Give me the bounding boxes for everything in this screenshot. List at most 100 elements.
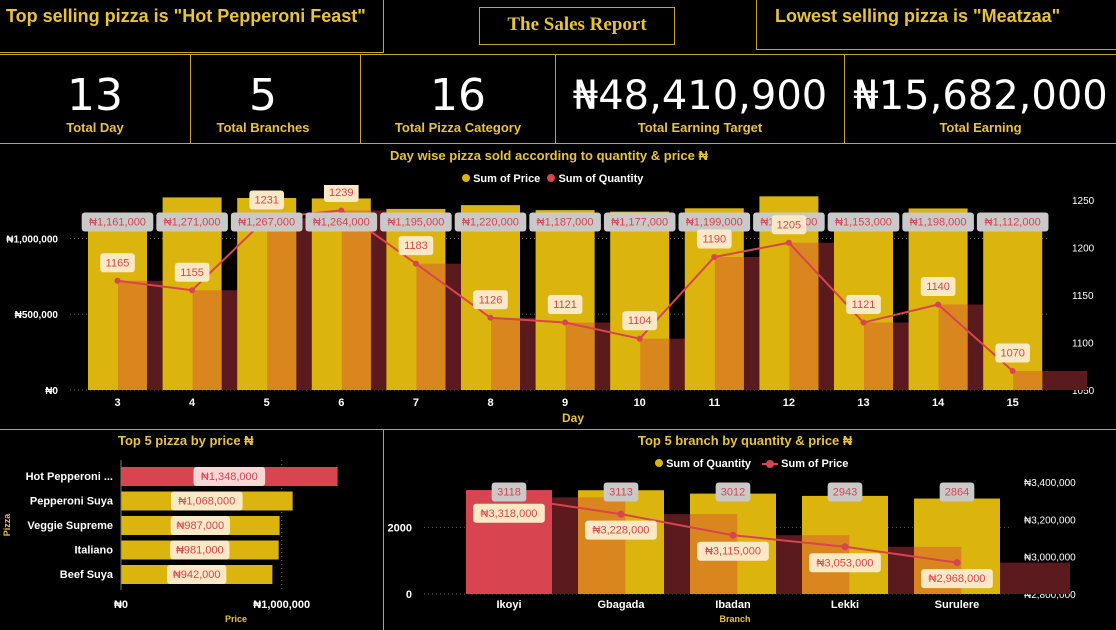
price-data-label-bg [902,212,974,232]
y2-tick-label: ₦3,000,000 [1024,553,1076,564]
quantity-data-label-bg [323,185,359,202]
pizza-data-label: ₦981,000 [176,545,224,557]
price-data-label: ₦1,195,000 [387,217,444,229]
price-data-label-bg [529,212,601,232]
quantity-point [562,319,569,326]
quantity-data-label-bg [473,290,508,310]
quantity-data-label: 1121 [553,299,577,311]
branch-chart-legend: Sum of Quantity Sum of Price [655,458,848,470]
overlap-bar [789,242,819,390]
price-bar [983,221,1043,390]
day-chart-legend: Sum of Price Sum of Quantity [462,173,643,185]
quantity-data-label: 1231 [254,195,278,207]
price-point [729,531,737,539]
quantity-point [785,239,792,246]
quantity-data-label-bg [846,295,881,315]
legend-label: Sum of Quantity [558,173,644,185]
x-tick-label: 8 [487,397,493,409]
overlap-bar [267,218,297,390]
day-chart-panel [0,144,1116,430]
x-tick-label: Ikoyi [496,599,521,611]
kpi-total-earning-target: ₦48,410,900 Total Earning Target [556,72,844,135]
y-tick-label: 2000 [388,522,412,534]
kpi-value: ₦48,410,900 [572,73,828,119]
price-data-label-bg [81,212,154,232]
legend-label: Sum of Quantity [666,458,752,470]
price-point [953,559,961,567]
quantity-data-label: 3113 [609,487,633,499]
quantity-point [189,287,196,294]
y-tick-label: ₦1,000,000 [6,234,58,245]
y-tick-label: 0 [406,589,412,601]
y2-tick-label: 1100 [1072,339,1094,350]
quantity-data-label: 2943 [833,487,857,499]
pizza-data-label: ₦1,348,000 [201,471,258,483]
overlap-bar [864,322,893,390]
kpi-value: ₦15,682,000 [853,73,1108,119]
quantity-data-label: 3118 [497,487,521,499]
pizza-chart-title: Top 5 pizza by price ₦ [118,433,254,448]
y-tick-label: Italiano [74,545,113,557]
legend-dot [462,174,470,182]
kpi-row [0,54,1116,144]
lowest-selling-text: Lowest selling pizza is "Meatzaa" [775,6,1061,26]
quantity-data-label: 1104 [628,315,652,327]
quantity-point [487,314,494,321]
y2-tick-label: ₦3,200,000 [1024,515,1076,526]
quantity-data-label-bg [249,190,285,210]
quantity-data-label: 1121 [852,299,876,311]
price-data-label: ₦1,161,000 [89,217,146,229]
kpi-value: 5 [249,70,277,121]
overlap-bar [491,317,520,390]
overlap-bar [341,210,371,390]
day-chart-title: Day wise pizza sold according to quantit… [390,148,708,163]
legend-dot [655,459,663,467]
quantity-point [412,260,419,267]
y2-tick-label: 1250 [1072,196,1095,207]
x-tick-label: ₦1,000,000 [253,599,310,611]
price-data-label: ₦1,112,000 [985,217,1041,229]
y-tick-label: Pepperoni Suya [30,496,114,508]
x-tick-label: Ibadan [715,599,751,611]
x-tick-label: ₦0 [114,599,128,611]
overlap-bar [565,322,595,390]
pizza-data-label-bg [193,467,266,486]
quantity-data-label: 2864 [945,487,969,499]
top-selling-text: Top selling pizza is "Hot Pepperoni Feas… [6,6,366,26]
quantity-data-label-bg [920,277,956,296]
kpi-value: 13 [67,70,123,121]
quantity-data-label-bg [547,295,583,315]
x-axis-title: Price [225,614,247,624]
legend-line-dot [766,460,775,469]
kpi-label: Total Earning Target [637,120,763,135]
x-tick-label: Surulere [935,599,980,611]
kpi-label: Total Branches [216,120,310,135]
kpi-total-day: 13 Total Day [0,70,190,136]
kpi-total-pizza-category: 16 Total Pizza Category [361,70,555,136]
price-data-label: ₦1,177,000 [611,217,668,229]
quantity-data-label-bg [995,343,1031,363]
kpi-label: Total Earning [939,120,1022,135]
quantity-data-label: 1183 [404,240,428,252]
quantity-point [338,207,345,214]
price-data-label-bg [473,503,545,523]
quantity-data-label-bg [771,215,807,235]
quantity-data-label: 1126 [479,294,503,306]
price-data-label-bg [156,212,228,232]
kpi-total-earning: ₦15,682,000 Total Earning [845,72,1116,135]
kpi-label: Total Day [66,120,124,135]
price-data-label: ₦1,271,000 [164,217,221,229]
price-data-label-bg [827,212,900,232]
y2-tick-label: 1050 [1072,386,1095,397]
price-data-label-bg [380,212,452,232]
price-data-label: ₦1,264,000 [313,217,370,229]
quantity-data-label-bg [174,262,210,282]
quantity-data-label: 1155 [180,267,204,279]
quantity-point [711,254,718,260]
overlap-bar [640,338,670,390]
price-data-label: ₦3,228,000 [593,525,650,537]
quantity-data-label-bg [715,482,751,502]
quantity-point [935,301,942,308]
price-data-label: ₦3,318,000 [481,508,538,520]
kpi-value: 16 [430,70,486,121]
